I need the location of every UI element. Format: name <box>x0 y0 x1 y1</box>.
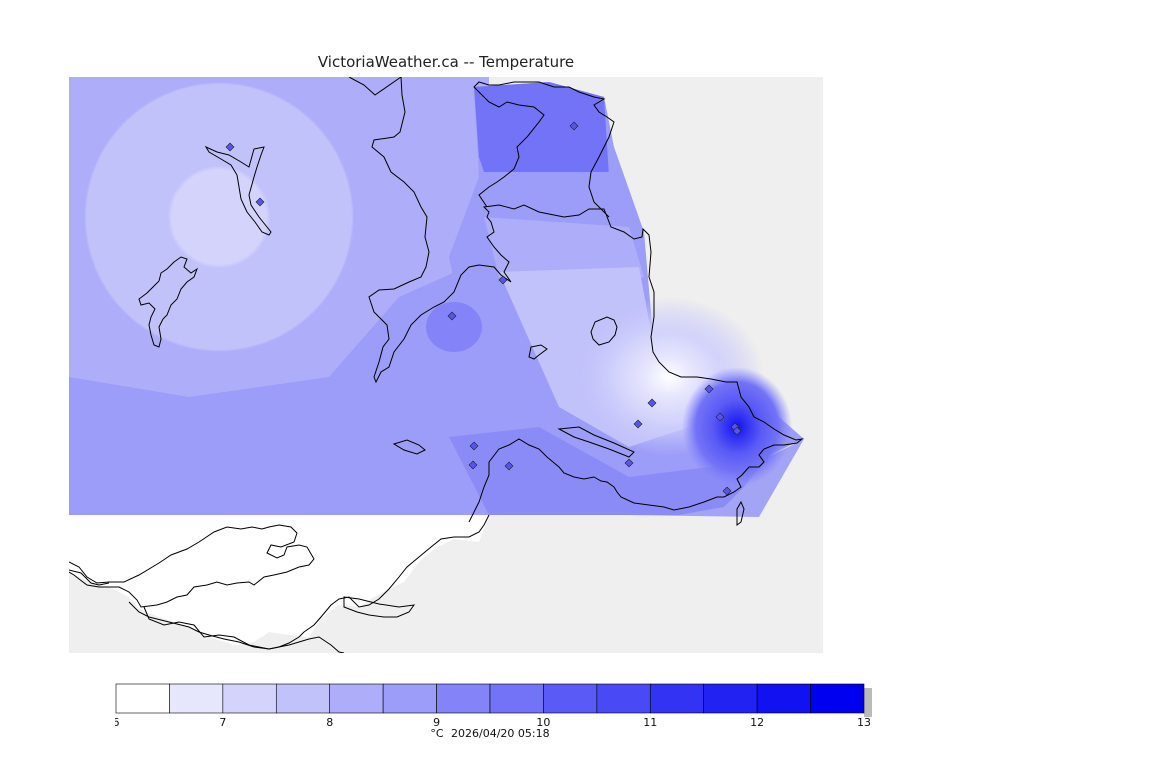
legend-timestamp: 2026/04/20 05:18 <box>451 727 550 740</box>
legend-ticks: 6 7 8 9 10 11 12 13 <box>113 716 872 729</box>
us-coast <box>69 524 315 608</box>
legend-swatch <box>222 683 277 714</box>
mainland-west-coast <box>348 77 402 96</box>
us-south-coast <box>143 606 345 653</box>
station-marker[interactable] <box>468 460 478 470</box>
legend-swatch <box>703 683 758 714</box>
station-marker[interactable] <box>633 419 643 429</box>
station-marker[interactable] <box>624 458 634 468</box>
legend-tick-label: 7 <box>219 716 226 728</box>
us-inlet <box>343 596 416 618</box>
legend-tick-label: 9 <box>433 716 440 728</box>
us-coast-east <box>128 514 490 650</box>
station-marker[interactable] <box>255 197 265 207</box>
island-west-main <box>204 145 272 236</box>
sooke-spit <box>557 426 635 458</box>
saanich-north <box>473 81 615 218</box>
legend-swatch <box>169 683 224 714</box>
small-island-center <box>590 316 618 346</box>
legend-swatch <box>382 683 437 714</box>
shorelines <box>69 77 804 653</box>
station-marker[interactable] <box>569 121 579 131</box>
legend-bar <box>115 683 872 717</box>
legend-swatch <box>649 683 705 714</box>
legend-swatch <box>329 683 384 714</box>
station-marker[interactable] <box>498 275 508 285</box>
legend-swatch <box>596 683 651 714</box>
legend-scale: 6 7 8 9 10 11 12 13 <box>113 683 872 729</box>
station-marker[interactable] <box>504 461 514 471</box>
station-marker[interactable] <box>225 142 235 152</box>
temperature-contours <box>69 77 804 517</box>
saanich-inlet-west <box>368 77 804 523</box>
small-island-gulf <box>392 439 426 455</box>
legend-tick-label: 13 <box>857 716 871 728</box>
station-marker[interactable] <box>447 311 457 321</box>
legend-swatch <box>543 683 598 714</box>
legend-tick-label: 6 <box>115 716 120 728</box>
island-west-south <box>138 256 199 348</box>
legend-swatch <box>275 683 331 714</box>
legend-unit: °C <box>430 727 444 740</box>
temperature-map <box>69 77 823 653</box>
legend-caption: °C 2026/04/20 05:18 <box>0 727 980 740</box>
legend-swatch <box>756 683 811 714</box>
station-marker[interactable] <box>722 486 732 496</box>
legend-swatch <box>115 683 170 714</box>
page-title: VictoriaWeather.ca -- Temperature <box>317 53 575 71</box>
legend-swatch <box>489 683 544 714</box>
islet-a <box>528 344 548 360</box>
legend-tick-label: 8 <box>326 716 333 728</box>
legend-swatch <box>810 683 865 714</box>
legend-tick-label: 11 <box>643 716 657 728</box>
station-marker[interactable] <box>469 441 479 451</box>
south-islet <box>736 500 745 526</box>
station-marker[interactable] <box>647 398 657 408</box>
weather-stations <box>225 121 742 496</box>
legend-shadow <box>864 688 872 717</box>
legend-swatch <box>436 683 491 714</box>
legend-tick-label: 10 <box>536 716 550 728</box>
station-marker[interactable] <box>732 426 742 436</box>
map-canvas <box>69 77 823 653</box>
station-marker[interactable] <box>704 384 714 394</box>
us-west-bay <box>69 569 110 586</box>
legend-tick-label: 12 <box>750 716 764 728</box>
land-masses <box>69 515 489 645</box>
color-legend: 6 7 8 9 10 11 12 13 <box>113 683 875 732</box>
station-marker[interactable] <box>715 412 725 422</box>
